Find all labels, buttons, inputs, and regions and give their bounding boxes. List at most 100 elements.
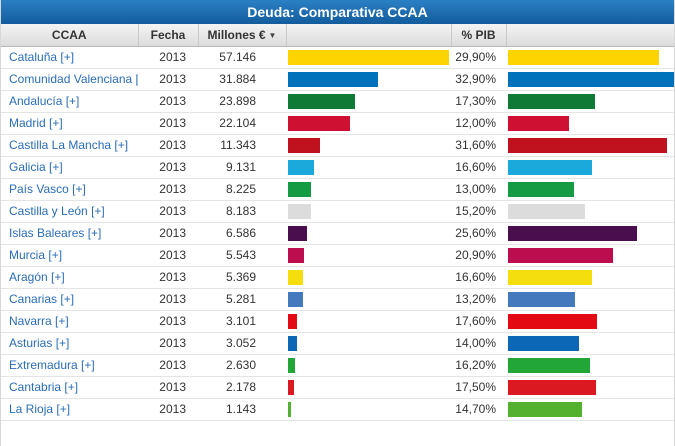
header-millones-label: Millones €: [207, 27, 266, 42]
sort-desc-icon: ▼: [268, 31, 277, 41]
expand-link[interactable]: [+]: [81, 358, 95, 372]
expand-link[interactable]: [+]: [64, 380, 79, 394]
ccaa-name: Murcia: [9, 248, 46, 262]
millones-cell: 11.343: [198, 134, 286, 157]
millones-bar-cell: [286, 376, 451, 399]
ccaa-link[interactable]: Cataluña [+]: [9, 50, 74, 64]
ccaa-link[interactable]: Canarias [+]: [9, 292, 74, 306]
expand-link[interactable]: [+]: [56, 402, 71, 416]
millones-bar-cell: [286, 68, 451, 91]
expand-link[interactable]: [+]: [65, 94, 80, 108]
millones-cell: 57.146: [198, 46, 286, 69]
ccaa-link[interactable]: Madrid [+]: [9, 116, 63, 130]
header-ccaa[interactable]: CCAA: [1, 24, 139, 47]
ccaa-link[interactable]: Aragón [+]: [9, 270, 65, 284]
pib-bar: [508, 357, 590, 373]
expand-link[interactable]: [+]: [60, 50, 75, 64]
expand-link[interactable]: [+]: [51, 270, 65, 284]
expand-link[interactable]: [+]: [49, 116, 63, 130]
pib-bar: [508, 71, 674, 87]
ccaa-name: Cataluña: [9, 50, 58, 64]
millones-cell: 5.281: [198, 288, 286, 311]
pib-cell: 12,00%: [451, 112, 506, 135]
expand-link[interactable]: [+]: [55, 314, 69, 328]
millones-bar: [288, 247, 304, 263]
ccaa-link[interactable]: La Rioja [+]: [9, 402, 70, 416]
ccaa-link[interactable]: Galicia [+]: [9, 160, 63, 174]
millones-cell: 9.131: [198, 156, 286, 179]
ccaa-link[interactable]: Andalucía [+]: [9, 94, 79, 108]
fecha-cell: 2013: [138, 332, 198, 355]
expand-link[interactable]: [+]: [49, 160, 63, 174]
pib-bar-cell: [506, 200, 674, 223]
fecha-cell: 2013: [138, 354, 198, 377]
table-row: Andalucía [+] 2013 23.898 17,30%: [1, 90, 674, 113]
ccaa-name: La Rioja: [9, 402, 54, 416]
header-millones[interactable]: Millones € ▼: [198, 24, 287, 47]
header-pib[interactable]: % PIB: [451, 24, 507, 47]
pib-cell: 25,60%: [451, 222, 506, 245]
ccaa-link[interactable]: Extremadura [+]: [9, 358, 95, 372]
fecha-cell: 2013: [138, 376, 198, 399]
ccaa-link[interactable]: Comunidad Valenciana [+]: [9, 72, 138, 86]
millones-cell: 2.178: [198, 376, 286, 399]
pib-cell: 17,50%: [451, 376, 506, 399]
millones-bar-cell: [286, 156, 451, 179]
page-title: Deuda: Comparativa CCAA: [247, 4, 428, 20]
millones-cell: 8.183: [198, 200, 286, 223]
ccaa-link[interactable]: Castilla y León [+]: [9, 204, 105, 218]
table-header-row: CCAA Fecha Millones € ▼ % PIB: [1, 24, 674, 47]
expand-link[interactable]: [+]: [55, 336, 70, 350]
ccaa-name: Castilla La Mancha: [9, 138, 112, 152]
ccaa-link[interactable]: Castilla La Mancha [+]: [9, 138, 128, 152]
ccaa-link[interactable]: Murcia [+]: [9, 248, 62, 262]
pib-bar: [508, 49, 659, 65]
header-fecha[interactable]: Fecha: [138, 24, 199, 47]
expand-link[interactable]: [+]: [114, 138, 129, 152]
ccaa-cell: Extremadura [+]: [1, 354, 138, 377]
ccaa-link[interactable]: Asturias [+]: [9, 336, 69, 350]
millones-bar-cell: [286, 310, 451, 333]
pib-cell: 17,60%: [451, 310, 506, 333]
millones-bar: [288, 269, 304, 285]
expand-link[interactable]: [+]: [60, 292, 75, 306]
ccaa-link[interactable]: Islas Baleares [+]: [9, 226, 101, 240]
pib-bar: [508, 291, 575, 307]
ccaa-link[interactable]: País Vasco [+]: [9, 182, 86, 196]
pib-bar-cell: [506, 90, 674, 113]
ccaa-cell: Aragón [+]: [1, 266, 138, 289]
expand-link[interactable]: [+]: [136, 72, 138, 86]
fecha-cell: 2013: [138, 156, 198, 179]
expand-link[interactable]: [+]: [48, 248, 63, 262]
pib-bar: [508, 379, 597, 395]
fecha-cell: 2013: [138, 200, 198, 223]
table-row: Cataluña [+] 2013 57.146 29,90%: [1, 46, 674, 69]
millones-bar: [288, 291, 303, 307]
pib-bar-cell: [506, 46, 674, 69]
fecha-cell: 2013: [138, 222, 198, 245]
expand-link[interactable]: [+]: [91, 204, 105, 218]
ccaa-name: Navarra: [9, 314, 52, 328]
pib-bar-cell: [506, 68, 674, 91]
pib-bar-cell: [506, 376, 674, 399]
ccaa-link[interactable]: Navarra [+]: [9, 314, 69, 328]
millones-bar-cell: [286, 200, 451, 223]
millones-bar: [288, 49, 449, 65]
table-row: Cantabria [+] 2013 2.178 17,50%: [1, 376, 674, 399]
ccaa-name: Madrid: [9, 116, 46, 130]
table-row: Islas Baleares [+] 2013 6.586 25,60%: [1, 222, 674, 245]
pib-bar-cell: [506, 266, 674, 289]
pib-bar: [508, 137, 668, 153]
deuda-table: CCAA Fecha Millones € ▼ % PIB Cataluña [+…: [1, 24, 674, 421]
fecha-cell: 2013: [138, 90, 198, 113]
millones-bar: [288, 115, 351, 131]
fecha-cell: 2013: [138, 178, 198, 201]
ccaa-link[interactable]: Cantabria [+]: [9, 380, 78, 394]
expand-link[interactable]: [+]: [72, 182, 86, 196]
pib-bar-cell: [506, 332, 674, 355]
pib-bar: [508, 203, 585, 219]
expand-link[interactable]: [+]: [87, 226, 102, 240]
pib-cell: 16,20%: [451, 354, 506, 377]
ccaa-cell: Madrid [+]: [1, 112, 138, 135]
table-row: Murcia [+] 2013 5.543 20,90%: [1, 244, 674, 267]
